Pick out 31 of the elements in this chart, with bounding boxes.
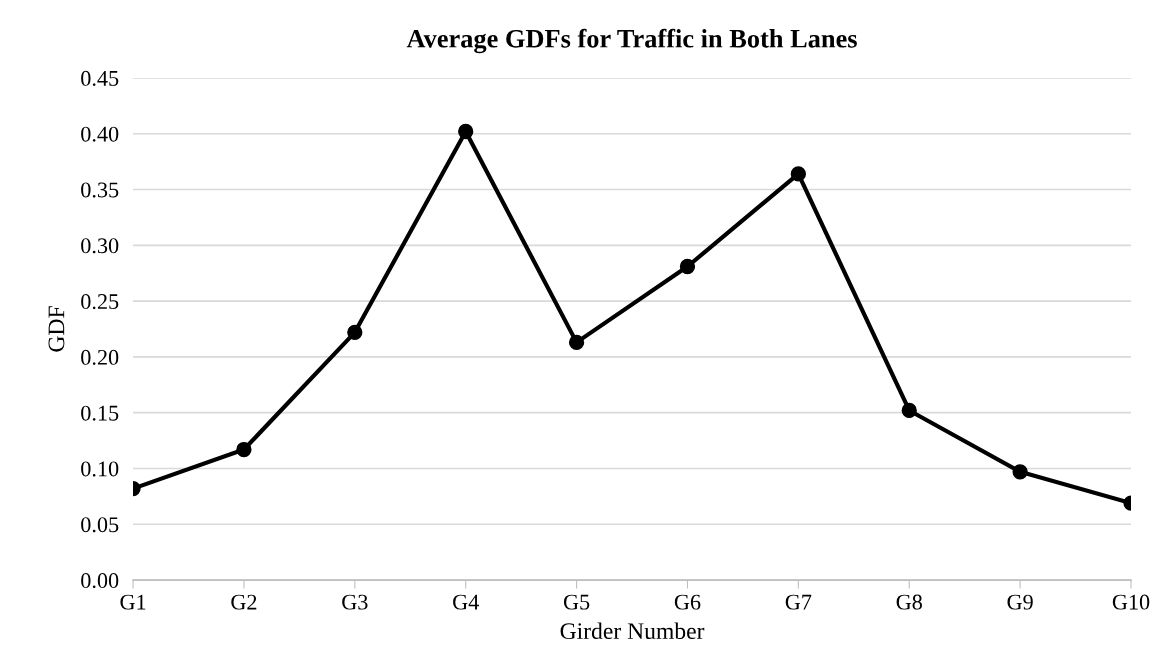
y-tick-label: 0.00 [81, 573, 119, 589]
point [901, 402, 917, 419]
y-tick-label: 0.40 [81, 126, 119, 142]
y-tick-label: 0.25 [81, 294, 119, 310]
x-tick-label: G4 [453, 594, 479, 610]
point [1012, 464, 1028, 480]
point [790, 166, 806, 182]
x-tick-label: G6 [674, 594, 701, 610]
x-tick-label: G9 [1007, 594, 1033, 610]
chart-title: Average GDFs for Traffic in Both Lanes [406, 28, 857, 54]
x-axis-title: Girder Number [560, 622, 705, 640]
x-tick-label: G7 [785, 594, 812, 610]
x-tick-label: G2 [231, 594, 257, 610]
y-tick-label: 0.15 [81, 405, 119, 421]
y-tick-label: 0.45 [81, 70, 119, 86]
x-tick-label: G10 [1112, 594, 1150, 610]
x-tick-label: G1 [120, 594, 146, 610]
point [679, 258, 696, 275]
point [458, 123, 474, 140]
point [347, 324, 363, 340]
y-tick-label: 0.05 [81, 517, 119, 533]
y-axis-title: GDF [48, 306, 65, 352]
x-tick-label: G3 [342, 594, 368, 610]
x-tick-label: G8 [896, 594, 922, 610]
y-tick-label: 0.10 [81, 461, 119, 477]
y-tick-label: 0.20 [81, 349, 119, 365]
point [236, 441, 252, 458]
point [568, 334, 585, 351]
y-tick-label: 0.35 [81, 182, 119, 198]
y-tick-label: 0.30 [81, 238, 119, 254]
x-tick-label: G5 [563, 594, 590, 610]
